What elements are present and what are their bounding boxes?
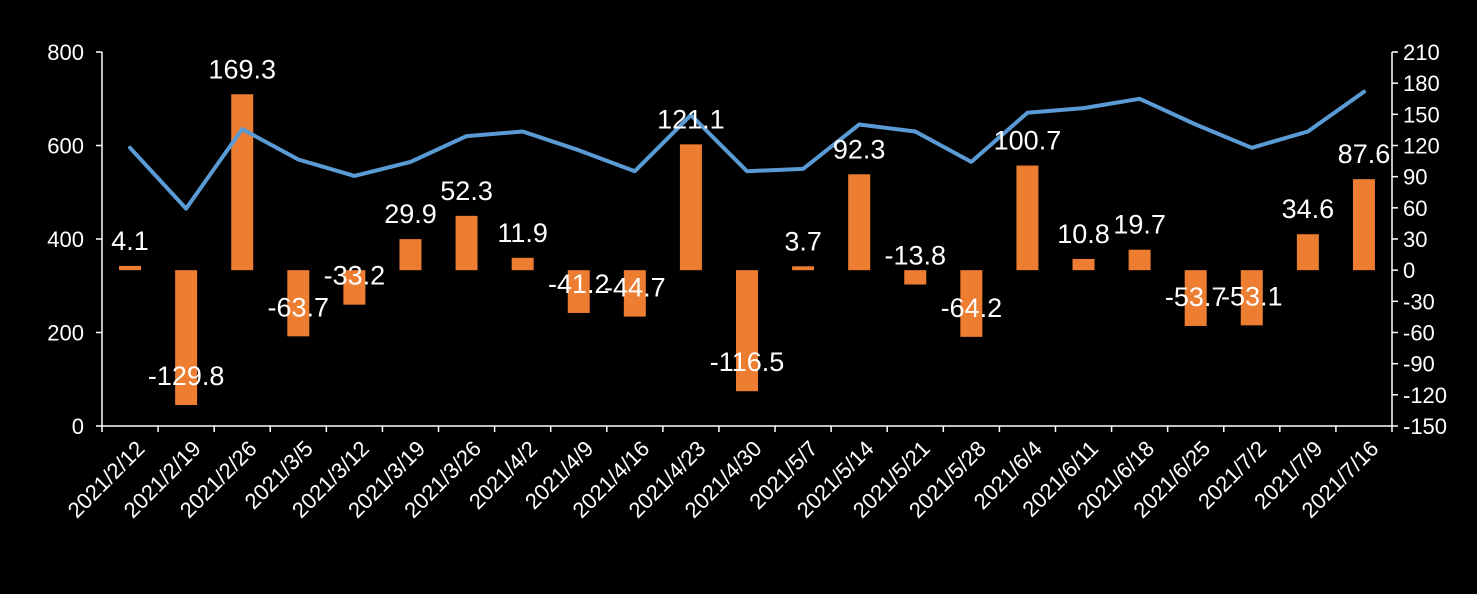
bar-2021/7/9 xyxy=(1296,234,1319,271)
y-left-tick-label: 400 xyxy=(47,227,84,252)
y-left-tick-label: 600 xyxy=(47,134,84,159)
data-label-2021/2/19: -129.8 xyxy=(148,361,225,391)
y-right-tick-label: 90 xyxy=(1403,165,1427,190)
y-right-tick-label: -90 xyxy=(1403,352,1435,377)
data-label-2021/5/28: -64.2 xyxy=(941,293,1003,323)
data-label-2021/4/9: -41.2 xyxy=(548,269,610,299)
y-right-tick-label: -30 xyxy=(1403,289,1435,314)
y-right-tick-label: 0 xyxy=(1403,258,1415,283)
data-label-2021/4/30: -116.5 xyxy=(710,347,785,377)
y-right-tick-label: -60 xyxy=(1403,321,1435,346)
data-label-2021/5/21: -13.8 xyxy=(884,241,946,271)
bar-2021/5/7 xyxy=(792,266,815,271)
bar-2021/3/12 xyxy=(343,270,366,305)
data-label-2021/4/23: 121.1 xyxy=(657,104,725,134)
data-label-2021/3/19: 29.9 xyxy=(384,199,437,229)
bar-2021/6/25 xyxy=(1184,270,1207,326)
bar-2021/7/16 xyxy=(1352,179,1375,271)
data-label-2021/6/25: -53.7 xyxy=(1165,282,1227,312)
data-label-2021/6/18: 19.7 xyxy=(1113,210,1166,240)
data-label-2021/3/5: -63.7 xyxy=(268,292,330,322)
y-right-tick-label: -150 xyxy=(1403,414,1447,439)
data-label-2021/7/16: 87.6 xyxy=(1338,139,1391,169)
bar-2021/3/5 xyxy=(287,270,310,337)
bar-2021/2/26 xyxy=(231,94,254,271)
axes xyxy=(96,51,1398,432)
data-label-2021/7/9: 34.6 xyxy=(1282,194,1335,224)
y-right-tick-label: 120 xyxy=(1403,134,1440,159)
bar-2021/3/19 xyxy=(399,239,422,271)
bar-2021/5/28 xyxy=(960,270,983,337)
bar-2021/5/14 xyxy=(848,174,871,271)
data-label-2021/2/12: 4.1 xyxy=(111,226,149,256)
bar-series xyxy=(119,94,1375,406)
bar-2021/6/11 xyxy=(1072,258,1095,271)
y-right-tick-label: 60 xyxy=(1403,196,1427,221)
y-right-tick-label: 150 xyxy=(1403,102,1440,127)
bar-2021/4/30 xyxy=(736,270,758,392)
level-line xyxy=(128,89,1366,211)
data-label-2021/7/2: -53.1 xyxy=(1221,281,1283,311)
y-left-tick-label: 800 xyxy=(47,40,84,65)
bar-2021/6/4 xyxy=(1016,165,1039,271)
bar-2021/2/19 xyxy=(175,270,198,406)
bar-2021/3/26 xyxy=(455,215,478,271)
bar-2021/4/9 xyxy=(567,270,590,313)
bar-2021/4/23 xyxy=(679,144,702,271)
data-label-2021/3/26: 52.3 xyxy=(440,176,493,206)
data-label-2021/4/2: 11.9 xyxy=(497,218,548,248)
data-label-2021/4/16: -44.7 xyxy=(604,273,666,303)
data-label-2021/5/7: 3.7 xyxy=(784,226,822,256)
y-left-tick-label: 200 xyxy=(47,321,84,346)
data-label-2021/6/11: 10.8 xyxy=(1057,219,1110,249)
bar-2021/4/16 xyxy=(623,270,646,317)
bar-2021/5/21 xyxy=(904,270,927,285)
bar-2021/4/2 xyxy=(511,257,534,271)
y-right-tick-label: 210 xyxy=(1403,40,1440,65)
y-right-tick-label: -120 xyxy=(1403,383,1447,408)
bar-2021/2/12 xyxy=(119,265,142,271)
data-label-2021/6/4: 100.7 xyxy=(994,126,1062,156)
data-label-2021/5/14: 92.3 xyxy=(833,134,886,164)
data-labels: 4.1 -129.8 169.3 -63.7-33.2 29.952.311.9-41.… xyxy=(111,54,1390,391)
y-right-tick-label: 30 xyxy=(1403,227,1427,252)
data-label-2021/3/12: -33.2 xyxy=(324,261,386,291)
y-left-tick-label: 0 xyxy=(72,414,84,439)
bar-2021/6/18 xyxy=(1128,249,1151,271)
bar-2021/7/2 xyxy=(1240,270,1263,326)
line-series xyxy=(128,89,1366,211)
y-right-tick-label: 180 xyxy=(1403,71,1440,96)
data-label-2021/2/26: 169.3 xyxy=(208,54,276,84)
